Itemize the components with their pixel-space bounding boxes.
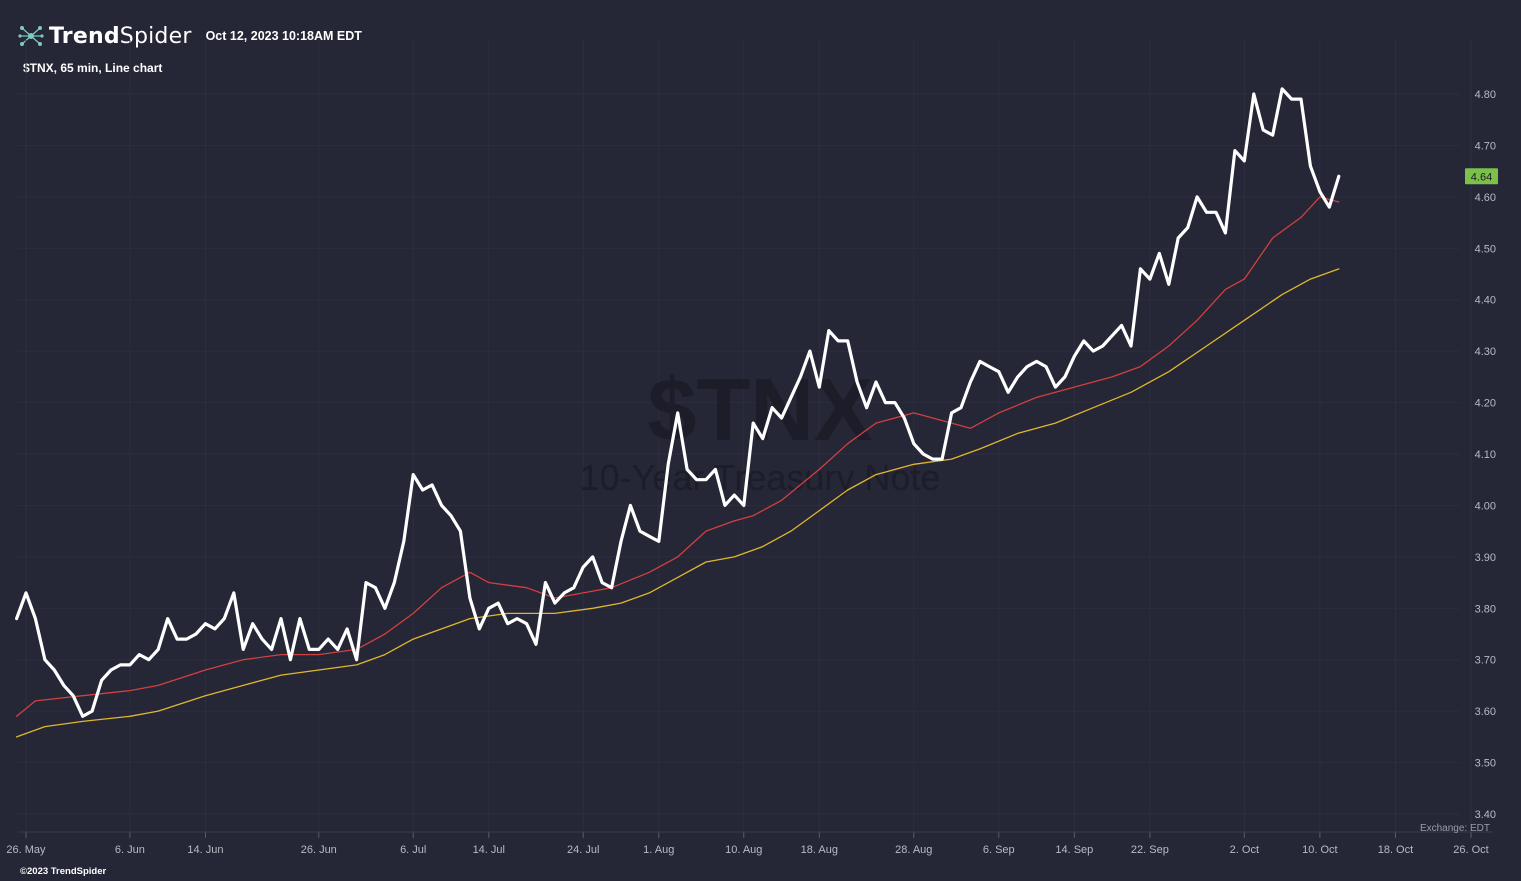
timestamp: Oct 12, 2023 10:18AM EDT: [205, 29, 362, 43]
x-tick-label: 28. Aug: [895, 844, 932, 856]
x-tick-label: 1. Aug: [643, 844, 674, 856]
x-tick-label: 14. Jun: [187, 844, 223, 856]
x-tick-label: 14. Sep: [1055, 844, 1093, 856]
y-tick-label: 4.30: [1475, 346, 1496, 358]
x-tick-label: 10. Oct: [1302, 844, 1337, 856]
x-tick-label: 26. Jun: [301, 844, 337, 856]
last-price-marker: 4.64: [1465, 168, 1498, 185]
x-tick-label: 6. Jun: [115, 844, 145, 856]
x-tick-label: 26. May: [6, 844, 46, 856]
y-tick-label: 4.70: [1475, 140, 1496, 152]
x-tick-label: 18. Oct: [1378, 844, 1413, 856]
header: TrendSpider Oct 12, 2023 10:18AM EDT: [18, 20, 362, 52]
watermark-name: 10-Year Treasury Note: [580, 457, 941, 498]
watermark-symbol: $TNX: [648, 360, 873, 459]
y-tick-label: 4.40: [1475, 295, 1496, 307]
x-tick-label: 14. Jul: [473, 844, 505, 856]
moving-average-line-2: [15, 268, 1340, 738]
x-tick-label: 6. Jul: [400, 844, 426, 856]
y-tick-label: 3.90: [1475, 552, 1496, 564]
x-axis: 26. May 6. Jun 14. Jun 26. Jun 6. Jul 14. Jul…: [6, 831, 1493, 856]
y-tick-label: 3.60: [1475, 706, 1496, 718]
x-tick-label: 2. Oct: [1230, 844, 1259, 856]
y-tick-label: 4.60: [1475, 192, 1496, 204]
x-tick-label: 10. Aug: [725, 844, 762, 856]
y-tick-label: 4.80: [1475, 89, 1496, 101]
y-tick-label: 3.50: [1475, 758, 1496, 770]
last-price-badge: [1465, 168, 1498, 185]
y-tick-label: 4.50: [1475, 243, 1496, 255]
last-price-label: 4.64: [1471, 171, 1492, 183]
x-tick-label: 18. Aug: [801, 844, 838, 856]
y-tick-label: 3.40: [1475, 809, 1496, 821]
y-axis: 3.40 3.50 3.60 3.70 3.80 3.90 4.00 4.10 4.20 4.30…: [1475, 89, 1496, 821]
chart-description: $TNX, 65 min, Line chart: [23, 61, 163, 75]
exchange-label: Exchange: EDT: [1420, 823, 1490, 834]
moving-average-line-1: [15, 196, 1340, 717]
x-tick-label: 24. Jul: [567, 844, 599, 856]
y-tick-label: 3.70: [1475, 655, 1496, 667]
x-tick-label: 6. Sep: [983, 844, 1015, 856]
watermark: $TNX 10-Year Treasury Note: [580, 360, 941, 498]
brand-name-light: Spider: [119, 23, 192, 49]
brand-name-bold: Trend: [49, 23, 120, 49]
y-tick-label: 4.10: [1475, 449, 1496, 461]
series-layer: [15, 87, 1341, 738]
grid: [18, 40, 1472, 832]
x-tick-label: 22. Sep: [1131, 844, 1169, 856]
x-tick-label: 26. Oct: [1453, 844, 1488, 856]
brand-name: TrendSpider: [49, 24, 192, 49]
y-tick-label: 4.20: [1475, 398, 1496, 410]
price-line: [15, 87, 1341, 718]
copyright: ©2023 TrendSpider: [20, 866, 107, 877]
y-tick-label: 3.80: [1475, 603, 1496, 615]
trendspider-logo-icon: [18, 26, 44, 46]
y-tick-label: 4.00: [1475, 500, 1496, 512]
